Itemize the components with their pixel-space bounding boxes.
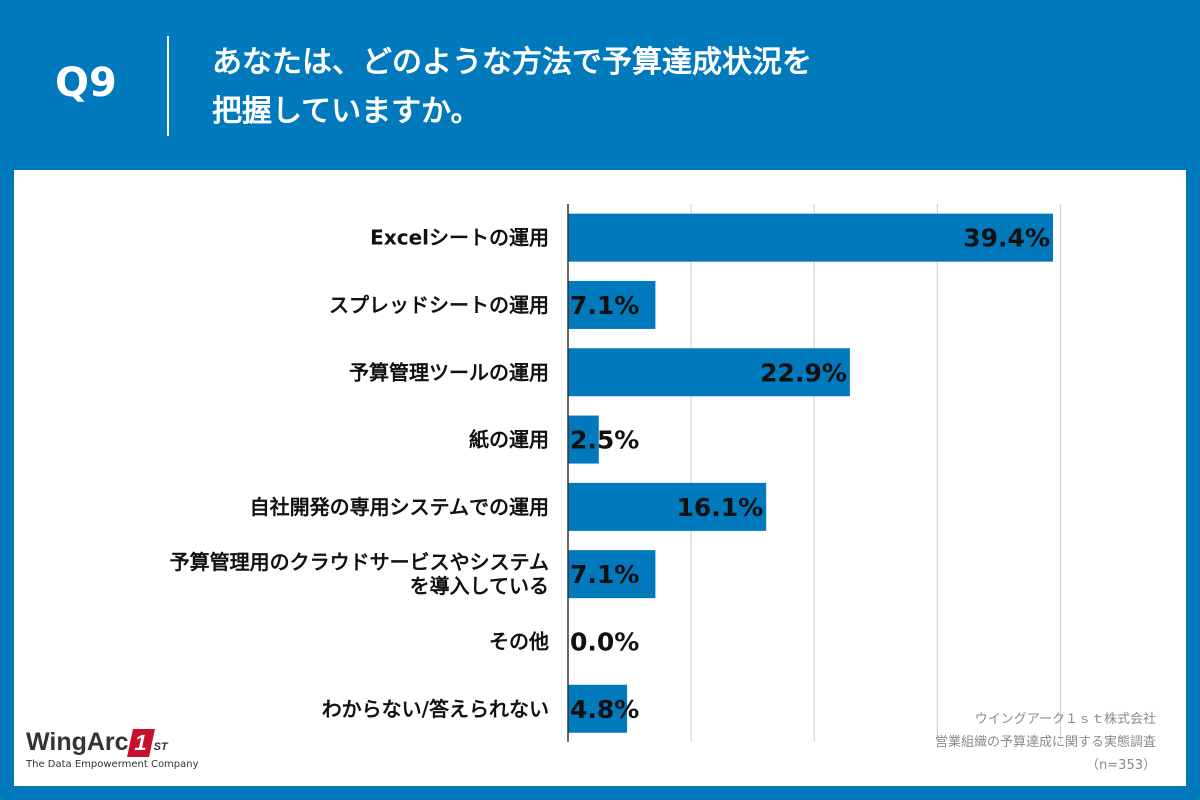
category-label-4: 自社開発の専用システムでの運用 [250,495,549,519]
logo-name: WingArc [26,728,129,756]
logo-mark: 1 [126,728,155,757]
category-label-7: わからない/答えられない [322,697,549,721]
credit-company: ウイングアーク１ｓｔ株式会社 [974,712,1156,727]
value-label-5: 7.1% [570,560,639,589]
credit-survey: 営業組織の予算達成に関する実態調査 [934,735,1156,750]
bar-2 [568,348,850,397]
bar-1 [568,280,656,329]
bar-0 [568,213,1053,262]
question-text: あなたは、どのような方法で予算達成状況を 把握していますか。 [212,38,1112,136]
bar-7 [568,684,628,733]
value-label-0: 39.4% [963,224,1050,253]
survey-credits: ウイングアーク１ｓｔ株式会社 営業組織の予算達成に関する実態調査 （n=353） [935,708,1156,777]
value-label-2: 22.9% [760,358,847,387]
header-divider [167,36,169,136]
chart-panel [14,170,1186,786]
category-label-6: その他 [489,629,549,653]
category-label-3: 紙の運用 [469,428,549,452]
category-label-0: Excelシートの運用 [370,226,549,250]
category-label-2: 予算管理ツールの運用 [349,360,549,384]
value-label-1: 7.1% [570,291,639,320]
question-line-1: あなたは、どのような方法で予算達成状況を [212,45,812,80]
value-label-4: 16.1% [676,493,763,522]
logo-tagline: The Data Empowerment Company [26,759,199,770]
value-label-6: 0.0% [570,627,639,656]
bar-5 [568,550,656,599]
header: Q9 あなたは、どのような方法で予算達成状況を 把握していますか。 [0,0,1200,170]
value-label-3: 2.5% [570,426,639,455]
value-label-7: 4.8% [570,695,639,724]
credit-sample: （n=353） [1086,758,1156,773]
logo-suffix: ST [153,741,168,753]
category-label-5-0: 予算管理用のクラウドサービスやシステム [170,550,549,574]
bar-3 [568,415,599,464]
category-label-1: スプレッドシートの運用 [329,293,549,317]
wingarc-logo: WingArc 1 ST The Data Empowerment Compan… [26,728,199,770]
question-line-2: 把握していますか。 [212,94,481,129]
bar-4 [568,482,767,531]
category-label-5-1: を導入している [410,574,549,598]
question-number: Q9 [55,60,117,106]
